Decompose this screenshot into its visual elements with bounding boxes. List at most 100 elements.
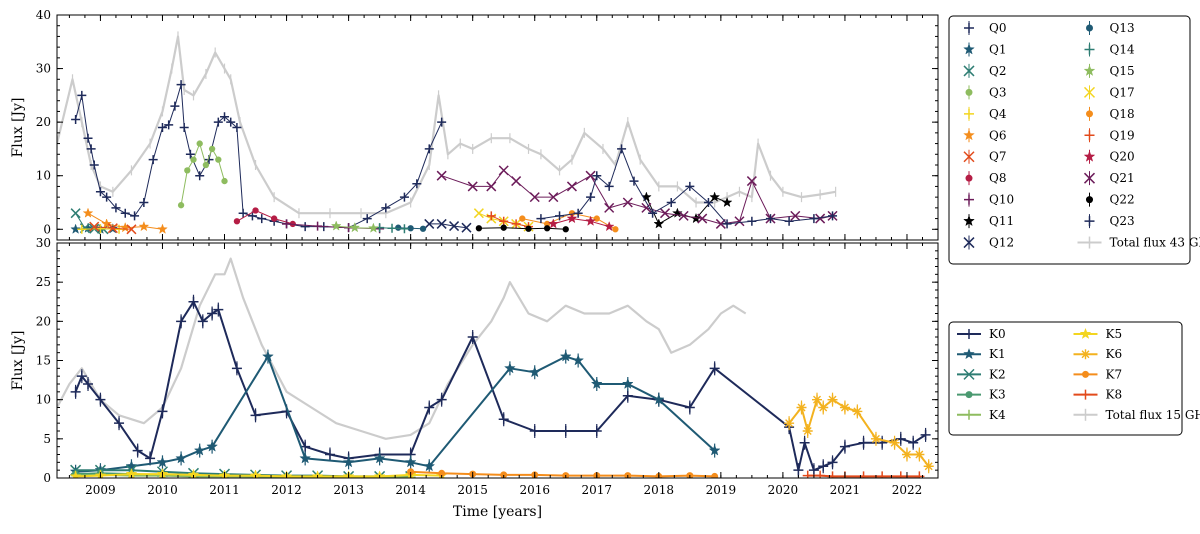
legend-label-q6: Q6 (989, 128, 1006, 142)
data-point-q21 (499, 166, 508, 175)
data-point-q0 (437, 118, 446, 127)
data-point-q18 (612, 226, 618, 232)
y-tick-label: 10 (36, 393, 51, 407)
data-point-q22 (563, 226, 569, 232)
data-point-q23 (629, 177, 638, 186)
data-point-k0 (424, 403, 434, 413)
legend-marker-q3 (966, 89, 973, 96)
data-point-k0 (71, 387, 81, 397)
plot-area (57, 31, 837, 233)
legend-label-q18: Q18 (1110, 107, 1135, 121)
data-point-q0 (139, 198, 148, 207)
legend-label-q17: Q17 (1110, 85, 1135, 99)
data-point-q0 (130, 211, 139, 220)
data-point-q0 (301, 222, 310, 231)
data-point-k6 (924, 461, 934, 471)
data-point-q21 (605, 203, 614, 212)
data-point-k0 (499, 414, 509, 424)
data-point-q23 (586, 193, 595, 202)
legend-marker-k3 (966, 391, 973, 398)
data-point-q14 (400, 224, 409, 233)
data-point-k6 (812, 395, 822, 405)
series-line-q0 (76, 85, 442, 228)
y-axis-label: Flux [Jy] (10, 331, 26, 391)
x-tick-label: 2009 (85, 483, 116, 497)
data-point-q2 (71, 209, 80, 218)
data-point-q0 (170, 102, 179, 111)
x-tick-label: 2022 (892, 483, 923, 497)
legend-label-q22: Q22 (1110, 193, 1135, 207)
y-tick-label: 10 (36, 169, 51, 183)
data-point-q6 (139, 222, 148, 231)
data-point-k0 (809, 465, 819, 475)
data-point-k0 (859, 438, 869, 448)
series-line-q20 (553, 219, 609, 227)
data-point-k0 (921, 430, 931, 440)
series-q15 (332, 221, 379, 232)
legend-label-q12: Q12 (989, 236, 1014, 250)
legend-label-q13: Q13 (1110, 21, 1135, 35)
data-point-q13 (420, 226, 426, 232)
data-point-q10 (313, 222, 322, 231)
data-point-k0 (818, 461, 828, 471)
data-point-q6 (158, 224, 167, 233)
legend-label-q19: Q19 (1110, 128, 1135, 142)
legend-marker-q22 (1086, 196, 1093, 203)
data-point-k6 (871, 434, 881, 444)
data-point-q22 (544, 225, 550, 231)
x-tick-label: 2013 (333, 483, 364, 497)
y-tick-label: 40 (36, 8, 51, 22)
data-point-k6 (902, 450, 912, 460)
series-q12 (425, 219, 471, 232)
data-point-q21 (437, 171, 446, 180)
x-axis-label: Time [years] (453, 504, 542, 520)
data-point-q21 (512, 177, 521, 186)
legend-label-q2: Q2 (989, 64, 1006, 78)
legend-label-k8: K8 (1106, 388, 1123, 402)
data-point-k0 (325, 450, 335, 460)
series-line-q3 (181, 144, 224, 206)
data-point-k0 (232, 363, 242, 373)
data-point-k8 (877, 471, 887, 481)
legend-label-q15: Q15 (1110, 64, 1135, 78)
data-point-q15 (350, 223, 359, 232)
data-point-k6 (914, 450, 924, 460)
x-tick-label: 2012 (271, 483, 302, 497)
data-point-q0 (121, 209, 130, 218)
data-point-q18 (519, 215, 525, 221)
data-point-k0 (251, 410, 261, 420)
x-tick-label: 2015 (457, 483, 488, 497)
legend-label-q11: Q11 (989, 214, 1014, 228)
legend-label-k6: K6 (1106, 347, 1123, 361)
series-k8 (803, 471, 925, 482)
legend-label-q21: Q21 (1110, 171, 1135, 185)
legend-label-q23: Q23 (1110, 214, 1135, 228)
y-tick-label: 20 (36, 115, 51, 129)
y-tick-label: 30 (36, 236, 51, 250)
data-point-k6 (818, 403, 828, 413)
data-point-q15 (332, 221, 341, 230)
legend-label-q1: Q1 (989, 42, 1006, 56)
data-point-q21 (567, 182, 576, 191)
legend-marker-k7 (1082, 371, 1089, 378)
data-point-k0 (908, 438, 918, 448)
legend-label-k4: K4 (989, 408, 1006, 422)
data-point-k6 (803, 426, 813, 436)
data-point-k0 (793, 465, 803, 475)
data-point-k6 (828, 395, 838, 405)
x-tick-label: 2017 (581, 483, 612, 497)
series-q3 (178, 140, 228, 208)
y-tick-label: 30 (36, 62, 51, 76)
data-point-q14 (388, 224, 397, 233)
data-point-k0 (188, 297, 198, 307)
legend-label-k5: K5 (1106, 327, 1123, 341)
series-q10 (282, 219, 384, 233)
legend-label-q10: Q10 (989, 193, 1014, 207)
data-point-q22 (501, 225, 507, 231)
data-point-k6 (840, 403, 850, 413)
y-tick-label: 25 (36, 275, 51, 289)
series-line-q18 (522, 213, 615, 229)
y-axis-label: Flux [Jy] (10, 98, 26, 158)
